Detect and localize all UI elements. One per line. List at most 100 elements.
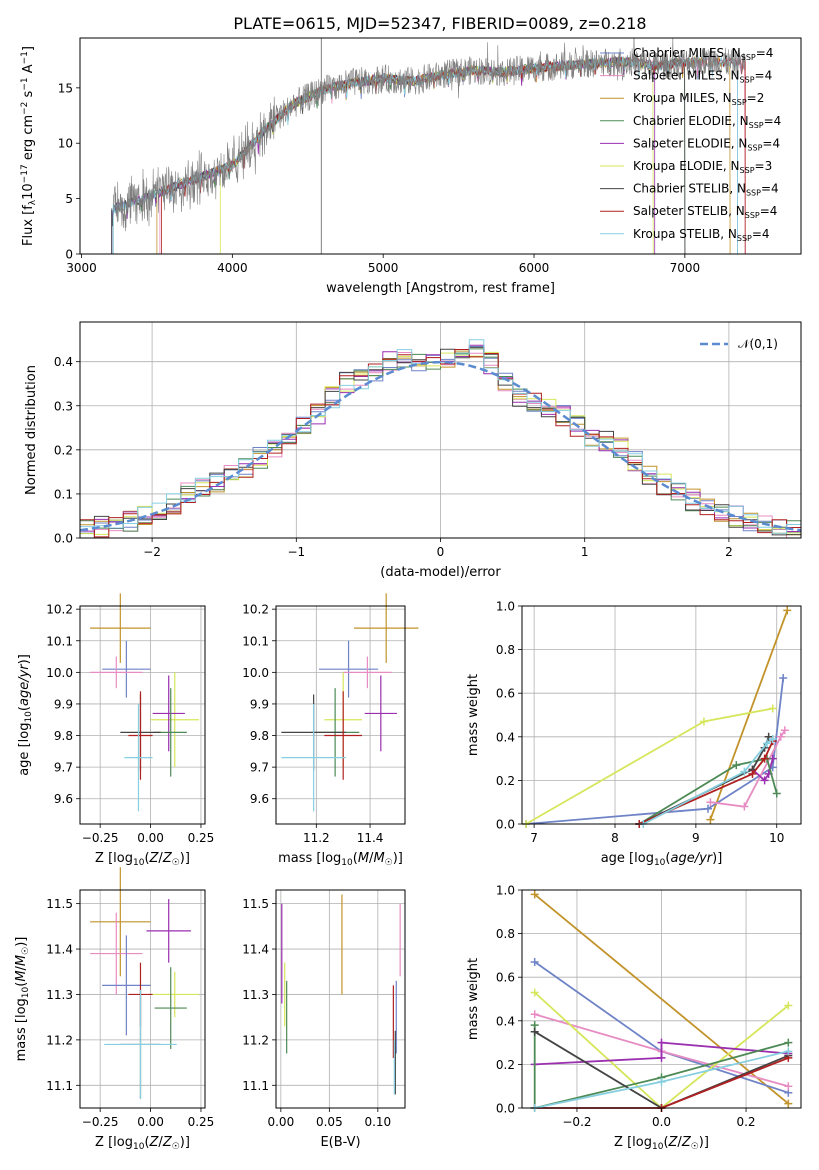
errorbar-marker bbox=[90, 593, 151, 663]
massweight_vs_age-ylabel: mass weight bbox=[466, 674, 481, 756]
residual-histograms bbox=[80, 339, 801, 538]
errorbar-marker bbox=[128, 691, 153, 780]
y-tick-label: 9.7 bbox=[250, 761, 269, 775]
residuals-xlabel: (data-model)/error bbox=[380, 565, 501, 580]
residuals-plot-area bbox=[80, 339, 801, 538]
y-tick-label: 9.7 bbox=[54, 761, 73, 775]
y-tick-label: 0.6 bbox=[496, 971, 515, 985]
y-tick-label: 11.4 bbox=[242, 943, 269, 957]
errorbar-marker bbox=[150, 971, 199, 1018]
x-tick-label: 0.00 bbox=[137, 1115, 164, 1129]
y-tick-label: 9.6 bbox=[54, 792, 73, 806]
y-tick-label: 1.0 bbox=[496, 600, 515, 614]
errorbar-marker bbox=[90, 867, 151, 977]
x-tick-label: 0.00 bbox=[137, 831, 164, 845]
x-tick-label: 11.2 bbox=[303, 831, 330, 845]
y-tick-label: 0.8 bbox=[496, 927, 515, 941]
series-line bbox=[533, 1025, 789, 1110]
errorbar-marker bbox=[324, 691, 362, 780]
spectrum-lines bbox=[111, 38, 746, 254]
spectrum-frame bbox=[79, 37, 802, 255]
y-tick-label: 5 bbox=[65, 192, 73, 206]
x-tick-label: 1 bbox=[581, 545, 589, 559]
plus-marker bbox=[784, 1082, 793, 1091]
x-tick-label: 0.10 bbox=[364, 1115, 391, 1129]
series-line bbox=[638, 740, 774, 825]
y-tick-label: 11.2 bbox=[242, 1033, 269, 1047]
x-tick-label: −2 bbox=[143, 545, 161, 559]
model-spectrum-line bbox=[112, 55, 738, 254]
plus-marker bbox=[530, 1027, 539, 1036]
mass_vs_ebv-frame bbox=[275, 889, 406, 1109]
x-tick-label: 10 bbox=[769, 831, 784, 845]
massweight_vs_age-axes: 7 8 9 10 0.0 0.2 0.4 0.6 0.8 1.0 age [log10(age/yr… bbox=[466, 600, 802, 868]
legend-label: Salpeter ELODIE, NSSP=4 bbox=[633, 136, 780, 152]
spectrum-plot-area bbox=[111, 38, 746, 254]
y-tick-label: 9.9 bbox=[54, 697, 73, 711]
errorbar-marker bbox=[102, 640, 151, 698]
age_vs_mass-plot-area bbox=[281, 593, 419, 812]
y-tick-label: 0.3 bbox=[54, 399, 73, 413]
mass_vs_Z-xlabel: Z [log10(Z/Z☉)] bbox=[95, 1135, 190, 1152]
plus-marker bbox=[530, 957, 539, 966]
age_vs_mass-axes: 11.2 11.4 9.6 9.7 9.8 9.9 10.0 10.1 10.2 mass [lo… bbox=[242, 593, 419, 868]
age_vs_Z-frame bbox=[79, 605, 206, 825]
y-tick-label: 0.2 bbox=[496, 1058, 515, 1072]
y-tick-label: 10.2 bbox=[242, 603, 269, 617]
series-line bbox=[709, 610, 789, 820]
series-line bbox=[642, 738, 774, 825]
massweight_vs_Z-axes: −0.2 0.0 0.2 0.0 0.2 0.4 0.6 0.8 1.0 Z [log10(Z/Z… bbox=[466, 884, 802, 1152]
legend-label: Salpeter STELIB, NSSP=4 bbox=[633, 204, 777, 220]
age_vs_Z-plot-area bbox=[90, 593, 199, 812]
legend-label: Kroupa MILES, NSSP=2 bbox=[633, 91, 764, 107]
plus-marker bbox=[748, 769, 757, 778]
plus-marker bbox=[530, 1010, 539, 1019]
x-tick-label: 0.25 bbox=[188, 831, 215, 845]
mass_vs_Z-grid bbox=[80, 890, 205, 1108]
y-tick-label: 0.0 bbox=[496, 1102, 515, 1116]
x-tick-label: 0.00 bbox=[267, 1115, 294, 1129]
legend-label: Kroupa ELODIE, NSSP=3 bbox=[633, 159, 772, 175]
plus-marker bbox=[784, 1001, 793, 1010]
errorbar-marker bbox=[146, 899, 191, 963]
figure-title: PLATE=0615, MJD=52347, FIBERID=0089, z=0… bbox=[233, 14, 646, 33]
x-tick-label: 6000 bbox=[519, 261, 550, 275]
massweight_vs_Z-xlabel: Z [log10(Z/Z☉)] bbox=[614, 1135, 709, 1152]
x-tick-label: 2 bbox=[725, 545, 733, 559]
plus-marker bbox=[784, 1038, 793, 1047]
plus-marker bbox=[760, 776, 769, 785]
x-tick-label: 7000 bbox=[670, 261, 701, 275]
mass_vs_ebv-grid bbox=[276, 890, 405, 1108]
y-tick-label: 11.5 bbox=[242, 897, 269, 911]
legend-label: Chabrier ELODIE, NSSP=4 bbox=[633, 114, 781, 130]
errorbar-marker bbox=[353, 593, 419, 663]
series-line bbox=[525, 677, 785, 825]
legend-label: Chabrier MILES, NSSP=4 bbox=[633, 46, 773, 62]
legend-label: Chabrier STELIB, NSSP=4 bbox=[633, 182, 779, 198]
x-tick-label: −0.25 bbox=[82, 1115, 119, 1129]
y-tick-label: 0 bbox=[65, 248, 73, 262]
residuals-frame bbox=[79, 321, 802, 539]
massweight_vs_age-plot-area bbox=[522, 606, 792, 828]
y-tick-label: 10.1 bbox=[242, 634, 269, 648]
plus-marker bbox=[530, 988, 539, 997]
massweight_vs_Z-frame bbox=[521, 889, 802, 1109]
y-tick-label: 10.0 bbox=[46, 666, 73, 680]
errorbar-marker bbox=[152, 675, 185, 752]
plus-marker bbox=[764, 732, 773, 741]
y-tick-label: 0.2 bbox=[54, 443, 73, 457]
series-line bbox=[534, 1041, 789, 1066]
plus-marker bbox=[783, 606, 792, 615]
age_vs_Z-ylabel: age [log10(age/yr)] bbox=[17, 654, 34, 776]
y-tick-label: 10.0 bbox=[242, 666, 269, 680]
y-tick-label: 10.2 bbox=[46, 603, 73, 617]
mass-weight-series bbox=[706, 606, 792, 824]
plus-marker bbox=[706, 815, 715, 824]
plus-marker bbox=[772, 789, 781, 798]
y-tick-label: 0.4 bbox=[496, 1014, 515, 1028]
y-tick-label: 9.6 bbox=[250, 792, 269, 806]
y-tick-label: 9.8 bbox=[250, 729, 269, 743]
errorbar-marker bbox=[319, 640, 379, 698]
